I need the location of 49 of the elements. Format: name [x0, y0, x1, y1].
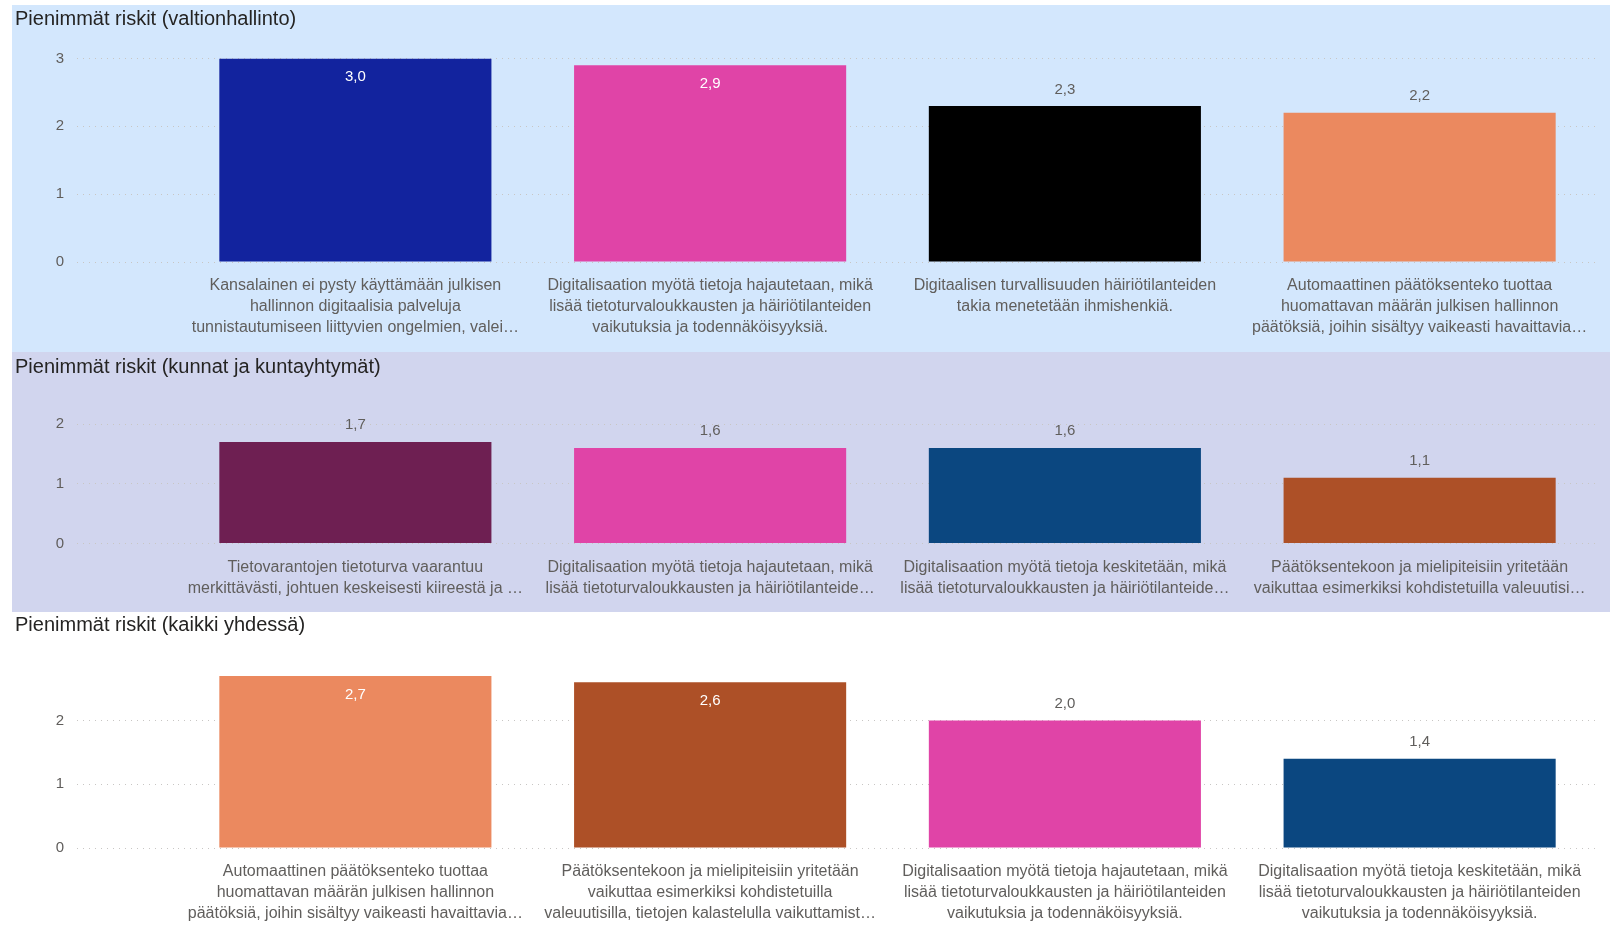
bar — [574, 447, 847, 543]
y-tick-label: 1 — [55, 184, 64, 202]
bar — [1283, 112, 1556, 262]
bar — [928, 447, 1201, 543]
x-tick-label: Digitalisaation myötä tietoja hajautetaan, mikä lisää tietoturvaloukkausten ja häiriötilanteiden vaikutuksia ja todennäköisyyksiä. — [547, 276, 873, 336]
data-label: 3,0 — [344, 67, 366, 85]
x-tick-label: Päätöksentekoon ja mielipiteisiin yritetään vaikuttaa esimerkiksi kohdistetuilla valeuutisilla, tietojen kalastelulla vaikuttamist… — [544, 862, 876, 922]
x-tick-label: Kansalainen ei pysty käyttämään julkisen hallinnon digitaalisia palveluja tunnistautumiseen liittyvien ongelmien, valei… — [191, 276, 520, 336]
data-label: 1,7 — [344, 415, 366, 433]
bar — [219, 441, 492, 543]
y-tick-label: 3 — [55, 48, 64, 66]
x-tick-label: Digitalisaation myötä tietoja keskitetään, mikä lisää tietoturvaloukkausten ja häiriötilanteide… — [900, 557, 1230, 596]
y-tick-label: 0 — [55, 533, 64, 551]
data-label: 2,9 — [699, 73, 721, 91]
bar — [219, 58, 492, 262]
bar — [219, 676, 492, 848]
y-tick-label: 0 — [55, 252, 64, 270]
chart-title: Pienimmät riskit (kaikki yhdessä) — [15, 613, 306, 636]
chart-title: Pienimmät riskit (kunnat ja kuntayhtymät) — [15, 354, 381, 377]
bar — [574, 65, 847, 262]
x-tick-label: Digitalisaation myötä tietoja keskitetään, mikä lisää tietoturvaloukkausten ja häiriötilanteiden vaikutuksia ja todennäköisyyksiä. — [1258, 862, 1582, 922]
bar — [574, 682, 847, 848]
data-label: 2,0 — [1054, 694, 1076, 712]
x-tick-label: Päätöksentekoon ja mielipiteisiin yritetään vaikuttaa esimerkiksi kohdistetuilla valeuutisi… — [1253, 557, 1586, 596]
data-label: 2,7 — [344, 684, 366, 702]
x-tick-label: Automaattinen päätöksenteko tuottaa huomattavan määrän julkisen hallinnon päätöksiä, joihin sisältyy vaikeasti havaittavia… — [1251, 276, 1588, 336]
bar — [1283, 758, 1556, 848]
x-tick-label: Automaattinen päätöksenteko tuottaa huomattavan määrän julkisen hallinnon päätöksiä, joihin sisältyy vaikeasti havaittavia… — [187, 862, 524, 922]
x-tick-label: Tietovarantojen tietoturva vaarantuu merkittävästi, johtuen keskeisesti kiireestä ja … — [187, 557, 523, 596]
y-tick-label: 2 — [55, 116, 64, 134]
y-tick-label: 0 — [55, 838, 64, 856]
data-label: 2,2 — [1409, 86, 1431, 104]
bar — [928, 720, 1201, 848]
x-tick-label: Digitaalisen turvallisuuden häiriötilanteiden takia menetetään ihmishenkiä. — [913, 276, 1217, 315]
y-tick-label: 1 — [55, 774, 64, 792]
y-tick-label: 1 — [55, 473, 64, 491]
bar — [928, 105, 1201, 262]
y-tick-label: 2 — [55, 414, 64, 432]
data-label: 2,3 — [1054, 79, 1076, 97]
chart-title: Pienimmät riskit (valtionhallinto) — [15, 6, 297, 29]
data-label: 1,6 — [699, 421, 721, 439]
y-tick-label: 2 — [55, 710, 64, 728]
data-label: 1,6 — [1054, 421, 1076, 439]
x-tick-label: Digitalisaation myötä tietoja hajautetaan, mikä lisää tietoturvaloukkausten ja häiriötilanteiden vaikutuksia ja todennäköisyyksiä. — [902, 862, 1228, 922]
data-label: 1,1 — [1409, 451, 1431, 469]
x-tick-label: Digitalisaation myötä tietoja hajautetaan, mikä lisää tietoturvaloukkausten ja häiriötilanteide… — [545, 557, 875, 596]
bar — [1283, 477, 1556, 543]
data-label: 2,6 — [699, 691, 721, 709]
data-label: 1,4 — [1409, 732, 1431, 750]
